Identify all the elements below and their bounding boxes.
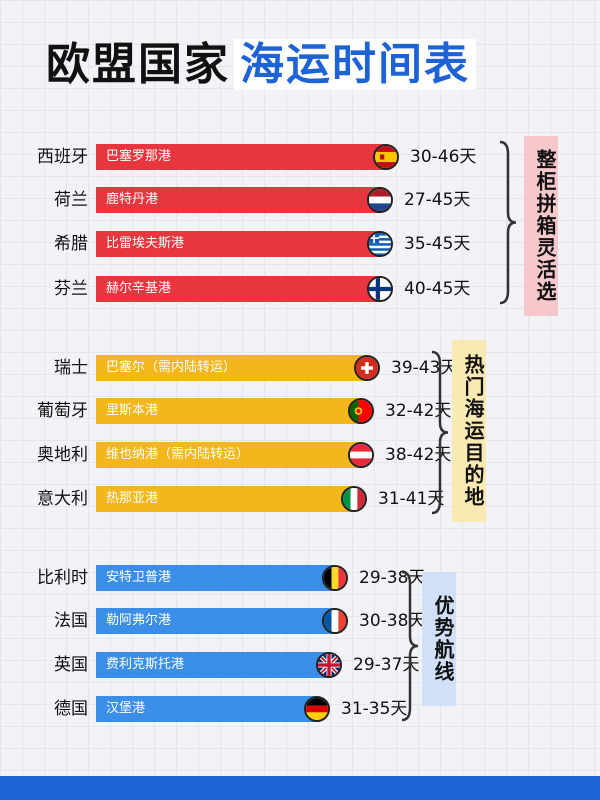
shipping-bar: 赫尔辛基港: [96, 276, 380, 302]
germany-flag-icon: [304, 696, 330, 722]
spain-flag-icon: [373, 144, 399, 170]
belgium-flag-icon: [322, 565, 348, 591]
shipping-bar: 鹿特丹港: [96, 187, 380, 213]
group-label: 热门海运目的地: [452, 340, 486, 522]
port-label: 巴塞尔（需内陆转运）: [106, 360, 237, 375]
port-label: 比雷埃夫斯港: [106, 236, 185, 251]
shipping-bar: 勒阿弗尔港: [96, 608, 335, 634]
port-label: 费利克斯托港: [106, 657, 185, 672]
shipping-bar: 巴塞尔（需内陆转运）: [96, 355, 367, 381]
port-label: 里斯本港: [106, 403, 159, 418]
group-brace: [499, 140, 517, 305]
port-label: 热那亚港: [106, 491, 159, 506]
greece-flag-icon: [367, 231, 393, 257]
days-label: 31-41天: [378, 489, 445, 509]
switzerland-flag-icon: [354, 355, 380, 381]
footer-bar: [0, 776, 600, 800]
uk-flag-icon: [316, 652, 342, 678]
shipping-bar: 里斯本港: [96, 398, 361, 424]
country-label: 西班牙: [37, 147, 88, 167]
country-label: 芬兰: [54, 279, 88, 299]
days-label: 32-42天: [385, 401, 452, 421]
country-label: 比利时: [37, 568, 88, 588]
shipping-bar: 比雷埃夫斯港: [96, 231, 380, 257]
group-brace: [431, 350, 449, 515]
port-label: 巴塞罗那港: [106, 149, 172, 164]
austria-flag-icon: [348, 442, 374, 468]
days-label: 29-37天: [353, 655, 420, 675]
port-label: 维也纳港（需内陆转运）: [106, 447, 250, 462]
group-brace: [401, 570, 419, 722]
shipping-bar: 热那亚港: [96, 486, 354, 512]
country-label: 希腊: [54, 234, 88, 254]
netherlands-flag-icon: [367, 187, 393, 213]
italy-flag-icon: [341, 486, 367, 512]
days-label: 35-45天: [404, 234, 471, 254]
days-label: 40-45天: [404, 279, 471, 299]
country-label: 德国: [54, 699, 88, 719]
country-label: 法国: [54, 611, 88, 631]
country-label: 瑞士: [54, 358, 88, 378]
title-part-1: 欧盟国家: [46, 39, 230, 90]
country-label: 意大利: [37, 489, 88, 509]
group-label: 优势航线: [422, 572, 456, 706]
shipping-bar: 费利克斯托港: [96, 652, 329, 678]
port-label: 鹿特丹港: [106, 192, 159, 207]
days-label: 30-46天: [410, 147, 477, 167]
shipping-bar: 安特卫普港: [96, 565, 335, 591]
country-label: 奥地利: [37, 445, 88, 465]
port-label: 勒阿弗尔港: [106, 613, 172, 628]
shipping-bar: 巴塞罗那港: [96, 144, 386, 170]
days-label: 27-45天: [404, 190, 471, 210]
shipping-bar: 维也纳港（需内陆转运）: [96, 442, 361, 468]
portugal-flag-icon: [348, 398, 374, 424]
group-label: 整柜拼箱灵活选: [524, 136, 558, 316]
finland-flag-icon: [367, 276, 393, 302]
country-label: 荷兰: [54, 190, 88, 210]
port-label: 汉堡港: [106, 701, 146, 716]
shipping-bar: 汉堡港: [96, 696, 317, 722]
days-label: 31-35天: [341, 699, 408, 719]
title-part-2: 海运时间表: [234, 39, 476, 90]
port-label: 安特卫普港: [106, 570, 172, 585]
page-title: 欧盟国家 海运时间表: [42, 36, 476, 94]
country-label: 英国: [54, 655, 88, 675]
port-label: 赫尔辛基港: [106, 281, 172, 296]
france-flag-icon: [322, 608, 348, 634]
country-label: 葡萄牙: [37, 401, 88, 421]
days-label: 38-42天: [385, 445, 452, 465]
